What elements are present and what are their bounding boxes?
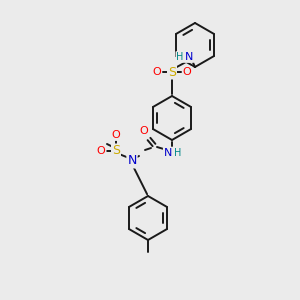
- Text: O: O: [153, 67, 161, 77]
- Text: H: H: [174, 148, 182, 158]
- Text: N: N: [164, 148, 172, 158]
- Text: S: S: [168, 65, 176, 79]
- Text: O: O: [112, 130, 120, 140]
- Text: S: S: [112, 145, 120, 158]
- Text: O: O: [183, 67, 191, 77]
- Text: O: O: [97, 146, 105, 156]
- Text: N: N: [185, 52, 193, 62]
- Text: N: N: [127, 154, 137, 167]
- Text: O: O: [140, 126, 148, 136]
- Text: H: H: [176, 52, 184, 62]
